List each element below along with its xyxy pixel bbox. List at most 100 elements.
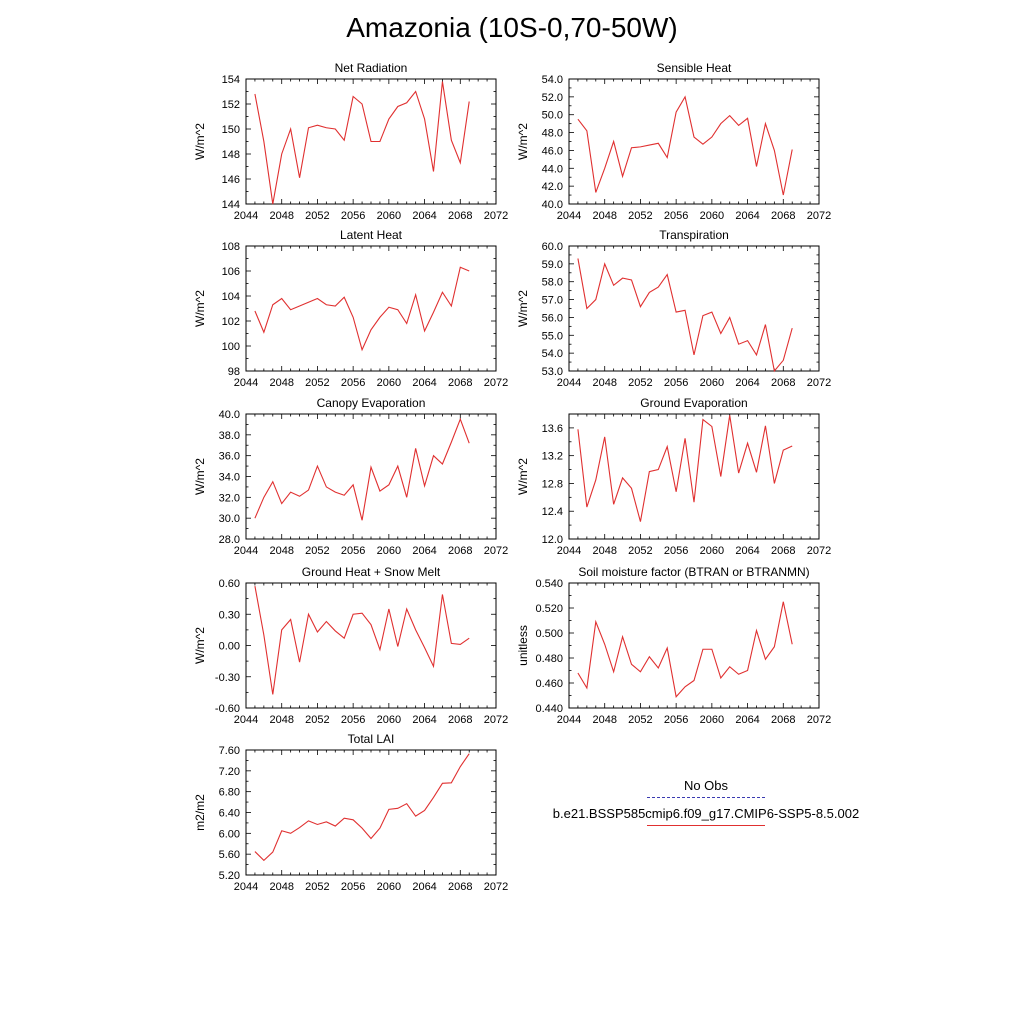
series-line <box>577 415 793 522</box>
y-tick-label: 154 <box>222 74 240 86</box>
x-tick-label: 2072 <box>807 714 831 726</box>
panel-8: Soil moisture factor (BTRAN or BTRANMN) u… <box>516 565 831 726</box>
panel-title: Transpiration <box>659 228 729 242</box>
panel-1: Net Radiation W/m^2 2044 2048 2052 2056 2060 20… <box>193 61 508 222</box>
series-line <box>577 95 793 196</box>
series-line <box>254 81 470 205</box>
y-tick-label: 106 <box>222 266 240 278</box>
y-tick-label: 5.20 <box>219 870 240 882</box>
x-tick-label: 2060 <box>700 714 724 726</box>
x-tick-label: 2056 <box>341 210 365 222</box>
x-tick-label: 2064 <box>412 377 436 389</box>
y-tick-label: -0.30 <box>215 672 240 684</box>
y-tick-label: 40.0 <box>542 199 563 211</box>
y-axis-label: W/m^2 <box>516 458 530 495</box>
x-tick-label: 2064 <box>412 545 436 557</box>
x-tick-label: 2064 <box>735 210 759 222</box>
legend: No Obs b.e21.BSSP585cmip6.f09_g17.CMIP6-… <box>536 778 876 834</box>
y-tick-label: 5.60 <box>219 849 240 861</box>
y-tick-label: 59.0 <box>542 259 563 271</box>
panel-title: Canopy Evaporation <box>317 396 426 410</box>
x-tick-label: 2044 <box>234 714 258 726</box>
series-line <box>577 258 793 373</box>
x-tick-label: 2048 <box>269 545 293 557</box>
x-tick-label: 2048 <box>269 210 293 222</box>
y-tick-label: 152 <box>222 99 240 111</box>
x-tick-label: 2068 <box>771 545 795 557</box>
x-tick-label: 2072 <box>484 377 508 389</box>
y-tick-label: 34.0 <box>219 472 240 484</box>
y-tick-label: 6.40 <box>219 808 240 820</box>
x-tick-label: 2044 <box>557 545 581 557</box>
y-tick-label: 46.0 <box>542 145 563 157</box>
panel-7: Ground Heat + Snow Melt W/m^2 2044 2048 2052… <box>193 565 508 726</box>
y-tick-label: 12.8 <box>542 478 563 490</box>
panel-4: Transpiration W/m^2 2044 2048 2052 2056 2060 20… <box>516 228 831 389</box>
x-tick-label: 2072 <box>807 545 831 557</box>
x-tick-label: 2052 <box>628 714 652 726</box>
x-tick-label: 2044 <box>557 714 581 726</box>
series-line <box>254 586 470 695</box>
series-line <box>254 266 470 352</box>
x-tick-label: 2060 <box>377 881 401 893</box>
y-tick-label: 30.0 <box>219 513 240 525</box>
y-tick-label: 48.0 <box>542 128 563 140</box>
x-tick-label: 2072 <box>484 210 508 222</box>
x-tick-label: 2060 <box>377 545 401 557</box>
y-tick-label: 55.0 <box>542 330 563 342</box>
y-tick-label: 104 <box>222 291 240 303</box>
panel-title: Net Radiation <box>335 61 408 75</box>
y-tick-label: 7.60 <box>219 745 240 757</box>
y-tick-label: 50.0 <box>542 110 563 122</box>
x-tick-label: 2044 <box>557 210 581 222</box>
x-tick-label: 2044 <box>557 377 581 389</box>
x-tick-label: 2052 <box>628 210 652 222</box>
plot-frame <box>245 582 497 709</box>
y-tick-label: 52.0 <box>542 92 563 104</box>
y-tick-label: 0.500 <box>535 628 563 640</box>
x-tick-label: 2044 <box>234 545 258 557</box>
x-tick-label: 2064 <box>735 545 759 557</box>
x-tick-label: 2056 <box>341 714 365 726</box>
series-line <box>254 753 470 862</box>
y-tick-label: 13.6 <box>542 423 563 435</box>
y-tick-label: 0.00 <box>219 641 240 653</box>
x-tick-label: 2052 <box>305 210 329 222</box>
y-tick-label: 98 <box>228 366 240 378</box>
legend-swatch-model <box>647 825 765 826</box>
x-tick-label: 2060 <box>377 714 401 726</box>
x-tick-label: 2064 <box>735 377 759 389</box>
x-tick-label: 2048 <box>592 545 616 557</box>
y-tick-label: 36.0 <box>219 451 240 463</box>
x-tick-label: 2068 <box>448 881 472 893</box>
y-tick-label: 144 <box>222 199 240 211</box>
y-tick-label: 12.4 <box>542 506 563 518</box>
y-tick-label: 0.480 <box>535 653 563 665</box>
panel-2: Sensible Heat W/m^2 2044 2048 2052 2056 2060 20… <box>516 61 831 222</box>
panel-title: Soil moisture factor (BTRAN or BTRANMN) <box>578 565 809 579</box>
x-tick-label: 2048 <box>592 714 616 726</box>
plot-frame <box>245 749 497 876</box>
y-tick-label: 40.0 <box>219 409 240 421</box>
x-tick-label: 2068 <box>448 714 472 726</box>
plot-frame <box>245 413 497 540</box>
y-tick-label: 13.2 <box>542 451 563 463</box>
panel-9: Total LAI m2/m2 2044 2048 2052 2056 2060 2064 20… <box>193 732 508 893</box>
y-tick-label: 53.0 <box>542 366 563 378</box>
x-tick-label: 2060 <box>377 210 401 222</box>
x-tick-label: 2064 <box>412 210 436 222</box>
y-axis-label: W/m^2 <box>516 123 530 160</box>
x-tick-label: 2072 <box>484 881 508 893</box>
y-tick-label: 60.0 <box>542 241 563 253</box>
x-tick-label: 2048 <box>269 377 293 389</box>
y-tick-label: 0.520 <box>535 603 563 615</box>
plot-frame <box>568 582 820 709</box>
x-tick-label: 2056 <box>664 545 688 557</box>
panel-6: Ground Evaporation W/m^2 2044 2048 2052 2056 2… <box>516 396 831 557</box>
series-line <box>577 601 793 698</box>
y-tick-label: 42.0 <box>542 181 563 193</box>
x-tick-label: 2060 <box>700 377 724 389</box>
y-tick-label: 28.0 <box>219 534 240 546</box>
panel-title: Ground Evaporation <box>640 396 747 410</box>
x-tick-label: 2060 <box>700 545 724 557</box>
